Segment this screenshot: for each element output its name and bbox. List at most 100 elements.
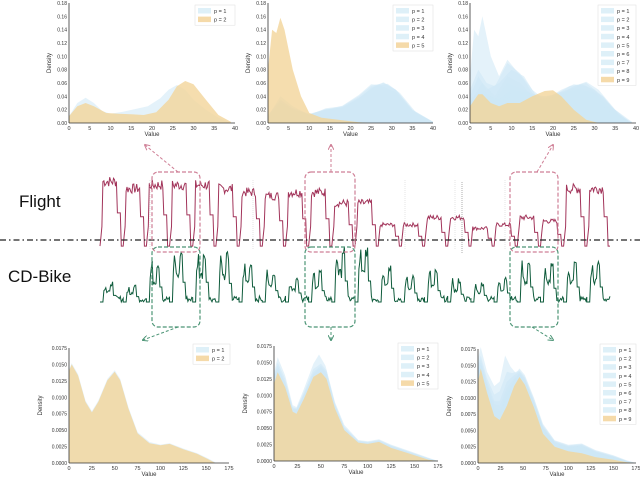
y-tick-label: 0.18 <box>57 1 67 7</box>
y-tick-label: 0.14 <box>256 28 266 34</box>
y-tick-label: 0.0100 <box>257 393 273 399</box>
legend-swatch <box>601 8 614 14</box>
bike-highlight-box <box>151 246 201 328</box>
legend-label: p = 2 <box>417 356 429 362</box>
y-tick-label: 0.0050 <box>257 426 273 432</box>
bike-label: CD-Bike <box>8 267 72 286</box>
flight-zoom-arrow <box>536 145 553 173</box>
bike-zoom-arrow <box>531 326 553 340</box>
y-tick-label: 0.0050 <box>461 428 477 434</box>
legend-label: p = 7 <box>617 61 629 67</box>
legend-swatch <box>601 33 614 40</box>
legend-label: p = 3 <box>619 365 631 371</box>
y-tick-label: 0.18 <box>256 1 266 7</box>
x-tick-label: 0 <box>272 464 275 470</box>
y-tick-label: 0.0000 <box>52 461 68 467</box>
flight-label: Flight <box>19 192 61 211</box>
x-axis-label: Value <box>349 470 365 476</box>
y-tick-label: 0.10 <box>57 54 67 60</box>
y-tick-label: 0.0100 <box>461 396 477 402</box>
x-tick-label: 10 <box>107 126 113 132</box>
bike-p9-chart: 0 25 50 75 100 125 150 175 0.0000 0.0025 0.0050 0.0… <box>447 343 640 478</box>
x-tick-label: 150 <box>410 464 419 470</box>
legend-swatch <box>396 33 409 40</box>
legend-swatch <box>601 25 614 31</box>
x-tick-label: 10 <box>306 126 312 132</box>
legend-swatch <box>601 51 614 57</box>
legend-label: p = 4 <box>619 374 631 380</box>
y-tick-label: 0.04 <box>256 94 266 100</box>
x-tick-label: 50 <box>318 464 324 470</box>
y-tick-label: 0.0025 <box>257 443 273 449</box>
legend-label: p = 4 <box>417 373 429 379</box>
y-tick-label: 0.12 <box>458 41 468 47</box>
y-tick-label: 0.06 <box>458 81 468 87</box>
x-tick-label: 40 <box>633 126 639 132</box>
y-tick-label: 0.12 <box>256 41 266 47</box>
legend-label: p = 5 <box>619 382 631 388</box>
legend-swatch <box>603 381 616 387</box>
y-tick-label: 0.0050 <box>52 428 68 434</box>
density-area-p9 <box>470 90 599 123</box>
x-axis-label: Value <box>546 132 562 138</box>
y-axis-label: Density <box>448 53 454 73</box>
legend-label: p = 1 <box>617 9 629 15</box>
legend-label: p = 6 <box>617 52 629 58</box>
x-axis-label: Value <box>343 132 359 138</box>
x-tick-label: 40 <box>430 126 436 132</box>
y-tick-label: 0.0000 <box>461 461 477 467</box>
flight-highlight-box <box>151 171 201 253</box>
legend-label: p = 2 <box>619 357 631 363</box>
y-tick-label: 0.00 <box>458 121 468 127</box>
legend-label: p = 5 <box>412 43 424 49</box>
legend: p = 1 p = 2 <box>194 4 236 26</box>
y-axis-label: Density <box>38 395 44 415</box>
x-tick-label: 175 <box>631 466 640 472</box>
x-tick-label: 30 <box>389 126 395 132</box>
x-tick-label: 15 <box>128 126 134 132</box>
x-tick-label: 20 <box>347 126 353 132</box>
legend-swatch <box>196 355 209 362</box>
x-tick-label: 75 <box>543 466 549 472</box>
legend: p = 1 p = 2 <box>192 343 231 365</box>
bike-highlight-box <box>509 246 559 328</box>
x-tick-label: 75 <box>135 466 141 472</box>
legend-label: p = 1 <box>417 347 429 353</box>
x-tick-label: 150 <box>202 466 211 472</box>
y-tick-label: 0.14 <box>458 28 468 34</box>
y-tick-label: 0.0125 <box>461 380 477 386</box>
legend-swatch <box>196 347 209 353</box>
legend-swatch <box>401 346 414 352</box>
legend-label: p = 3 <box>412 26 424 32</box>
y-tick-label: 0.0075 <box>52 412 68 418</box>
legend-swatch <box>601 42 614 48</box>
y-tick-label: 0.0125 <box>257 377 273 383</box>
legend-label: p = 1 <box>212 348 224 354</box>
density-area-p2 <box>69 81 231 123</box>
bike-p5-chart: 0 25 50 75 100 125 150 175 0.0000 0.0025 0.0050 0.0… <box>243 342 443 476</box>
x-tick-label: 20 <box>550 126 556 132</box>
legend-label: p = 1 <box>214 9 226 15</box>
legend-swatch <box>603 364 616 370</box>
y-tick-label: 0.00 <box>256 121 266 127</box>
legend-swatch <box>603 407 616 413</box>
y-tick-label: 0.12 <box>57 41 67 47</box>
legend: p = 1 p = 2 p = 3 p = 4 p = 5 <box>392 4 434 52</box>
y-tick-label: 0.0075 <box>257 410 273 416</box>
y-tick-label: 0.08 <box>57 68 67 74</box>
y-tick-label: 0.06 <box>57 81 67 87</box>
y-tick-label: 0.16 <box>256 14 266 20</box>
x-tick-label: 0 <box>476 466 479 472</box>
x-tick-label: 35 <box>612 126 618 132</box>
x-tick-label: 25 <box>89 466 95 472</box>
y-tick-label: 0.0175 <box>461 347 477 353</box>
x-tick-label: 75 <box>341 464 347 470</box>
y-tick-label: 0.0125 <box>52 379 68 385</box>
legend-swatch <box>401 363 414 369</box>
x-tick-label: 50 <box>520 466 526 472</box>
y-tick-label: 0.0025 <box>52 445 68 451</box>
bike-series-line <box>100 247 611 304</box>
y-tick-label: 0.16 <box>458 14 468 20</box>
legend-swatch <box>401 380 414 386</box>
bike-highlight-box <box>304 246 356 328</box>
